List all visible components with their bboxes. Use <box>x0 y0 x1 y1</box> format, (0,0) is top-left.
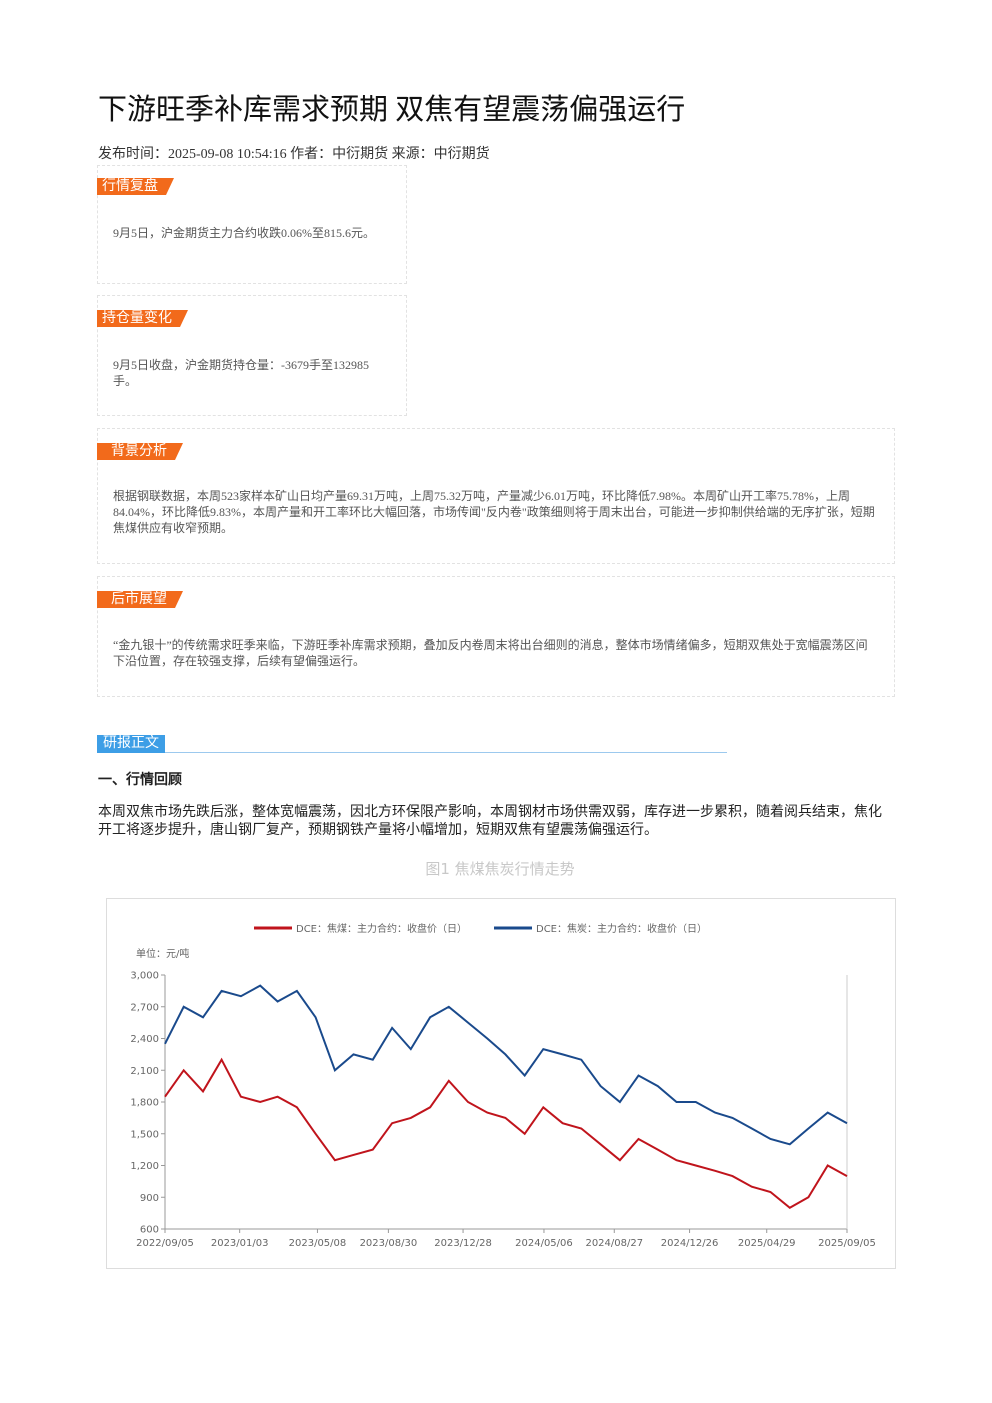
y-tick-label: 1,200 <box>130 1161 159 1172</box>
series-line <box>164 1057 848 1210</box>
box-text: 9月5日，沪金期货主力合约收跌0.06%至815.6元。 <box>113 226 375 240</box>
x-tick-label: 2023/08/30 <box>360 1238 418 1249</box>
box <box>97 165 407 284</box>
section-tag: 行情复盘 <box>97 178 174 195</box>
y-tick-label: 600 <box>140 1225 159 1236</box>
box-text: “金九银十”的传统需求旺季来临，下游旺季补库需求预期，叠加反内卷周末将出台细则的… <box>113 638 868 668</box>
title: 下游旺季补库需求预期 双焦有望震荡偏强运行 <box>98 94 686 126</box>
meta: 发布时间：2025-09-08 10:54:16 作者：中衍期货 来源：中衍期货 <box>98 147 490 162</box>
paragraph: 本周双焦市场先跌后涨，整体宽幅震荡，因北方环保限产影响，本周钢材市场供需双弱，库… <box>98 805 882 838</box>
legend-label: DCE：焦炭：主力合约：收盘价（日） <box>536 922 707 935</box>
box <box>97 428 895 564</box>
box-text: 根据钢联数据，本周523家样本矿山日均产量69.31万吨，上周75.32万吨，产… <box>113 489 875 535</box>
unit-label: 单位：元/吨 <box>136 947 189 960</box>
y-tick-label: 900 <box>140 1193 159 1204</box>
heading: 一、行情回顾 <box>98 773 182 788</box>
y-tick-label: 2,700 <box>130 1002 159 1013</box>
section-tag: 持仓量变化 <box>97 310 188 327</box>
box <box>97 576 895 697</box>
y-tick-label: 2,100 <box>130 1066 159 1077</box>
y-tick-label: 3,000 <box>130 971 159 982</box>
x-tick-label: 2025/04/29 <box>738 1238 796 1249</box>
series-line <box>164 984 848 1146</box>
figure-title: 图1 焦煤焦炭行情走势 <box>425 860 575 878</box>
x-tick-label: 2024/12/26 <box>661 1238 719 1249</box>
x-tick-label: 2024/08/27 <box>585 1238 643 1249</box>
y-tick-label: 1,800 <box>130 1098 159 1109</box>
legend-label: DCE：焦煤：主力合约：收盘价（日） <box>296 922 467 935</box>
chart: 单位：元/吨 600 900 1,200 1,500 1,800 2,100 2,400 2,7… <box>106 898 896 1269</box>
x-tick-label: 2022/09/05 <box>136 1238 194 1249</box>
x-tick-label: 2025/09/05 <box>818 1238 876 1249</box>
x-tick-label: 2023/05/08 <box>289 1238 347 1249</box>
y-tick-label: 2,400 <box>130 1034 159 1045</box>
divider <box>97 752 727 753</box>
x-tick-label: 2024/05/06 <box>515 1238 573 1249</box>
section-tag: 背景分析 <box>97 443 183 460</box>
y-tick-label: 1,500 <box>130 1129 159 1140</box>
box <box>97 295 407 416</box>
box-text: 9月5日收盘，沪金期货持仓量：-3679手至132985手。 <box>113 358 369 388</box>
x-tick-label: 2023/01/03 <box>211 1238 269 1249</box>
body-tag: 研报正文 <box>97 735 165 753</box>
section-tag: 后市展望 <box>97 591 183 608</box>
x-tick-label: 2023/12/28 <box>434 1238 492 1249</box>
chart-frame <box>106 898 896 1269</box>
